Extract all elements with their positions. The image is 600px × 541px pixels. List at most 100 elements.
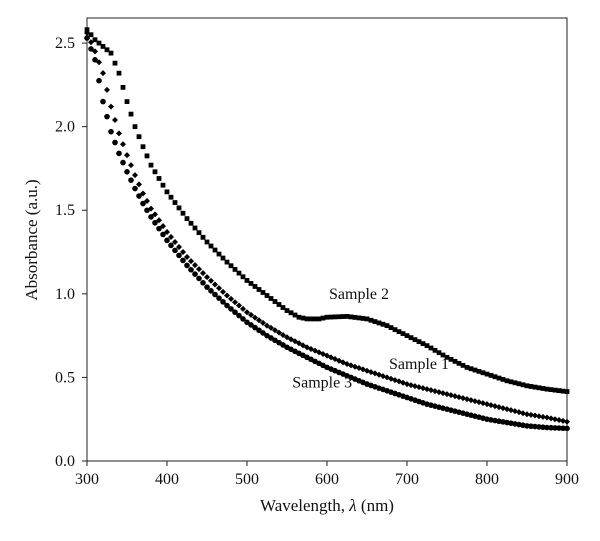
- data-point: [204, 284, 210, 290]
- data-point: [408, 335, 414, 341]
- data-point: [88, 46, 94, 52]
- data-point: [448, 356, 454, 362]
- x-tick-label: 300: [75, 471, 99, 488]
- data-point: [152, 169, 158, 175]
- data-point: [152, 219, 158, 226]
- data-point: [404, 333, 410, 339]
- data-point: [88, 39, 94, 46]
- data-point: [536, 385, 542, 391]
- data-point: [360, 316, 366, 321]
- data-point: [232, 299, 238, 306]
- data-point: [544, 386, 550, 392]
- data-point: [172, 200, 178, 205]
- data-point: [200, 279, 206, 286]
- data-point: [540, 413, 546, 420]
- data-point: [320, 315, 326, 321]
- data-point: [256, 317, 262, 324]
- series-sample-1: [84, 30, 570, 425]
- annotations: Sample 2 Sample 1 Sample 3: [292, 286, 449, 392]
- data-point: [236, 302, 242, 309]
- data-point: [532, 384, 538, 390]
- data-point: [104, 113, 110, 120]
- data-point: [180, 210, 186, 216]
- data-point: [248, 322, 254, 328]
- series-layer: [84, 27, 570, 432]
- data-point: [292, 312, 298, 318]
- data-point: [348, 314, 354, 320]
- data-point: [188, 266, 194, 273]
- y-tick-label: 2.0: [55, 119, 75, 136]
- data-point: [556, 425, 562, 431]
- data-point: [128, 111, 134, 117]
- data-point: [548, 424, 554, 431]
- data-point: [460, 362, 466, 368]
- x-tick-label: 900: [555, 471, 579, 488]
- data-point: [316, 316, 322, 322]
- data-point: [276, 329, 282, 336]
- data-point: [228, 295, 234, 302]
- data-point: [96, 77, 102, 84]
- data-point: [488, 373, 494, 378]
- data-point: [260, 319, 266, 326]
- data-point: [544, 414, 550, 421]
- data-point: [560, 388, 566, 394]
- data-point: [536, 424, 542, 430]
- data-point: [172, 239, 178, 246]
- data-point: [224, 302, 230, 309]
- data-point: [84, 27, 90, 33]
- data-point: [136, 134, 142, 140]
- data-point: [500, 377, 506, 382]
- data-point: [220, 288, 226, 295]
- data-point: [552, 387, 558, 393]
- series-label: Sample 3: [292, 374, 352, 391]
- data-point: [220, 299, 226, 305]
- data-point: [340, 314, 346, 319]
- x-axis-title: Wavelength, λ (nm): [260, 496, 394, 515]
- data-point: [524, 423, 530, 429]
- data-point: [252, 314, 258, 321]
- data-point: [92, 56, 98, 63]
- y-tick-label: 0.0: [55, 453, 75, 470]
- data-point: [484, 371, 490, 377]
- data-point: [124, 168, 130, 175]
- data-point: [160, 182, 166, 188]
- data-point: [468, 366, 474, 372]
- data-point: [180, 257, 186, 264]
- data-point: [480, 370, 486, 376]
- data-point: [264, 293, 270, 298]
- data-point: [236, 270, 242, 276]
- data-point: [144, 153, 150, 159]
- data-point: [256, 327, 262, 334]
- data-point: [248, 311, 254, 318]
- data-point: [160, 231, 166, 238]
- data-point: [296, 314, 302, 320]
- data-point: [256, 287, 262, 292]
- x-tick-label: 400: [155, 471, 179, 488]
- data-point: [492, 374, 498, 380]
- data-point: [124, 99, 130, 104]
- data-point: [384, 323, 390, 328]
- data-point: [436, 350, 442, 356]
- data-point: [548, 387, 554, 393]
- data-point: [196, 266, 202, 273]
- data-point: [288, 310, 294, 316]
- data-point: [516, 381, 522, 387]
- data-point: [184, 254, 190, 261]
- data-point: [236, 312, 242, 319]
- data-point: [428, 345, 434, 351]
- series-label: Sample 1: [389, 356, 449, 373]
- data-point: [216, 251, 222, 257]
- data-point: [248, 281, 254, 286]
- data-point: [252, 324, 258, 331]
- data-point: [208, 277, 214, 284]
- data-point: [336, 314, 342, 320]
- data-point: [240, 274, 246, 280]
- data-point: [112, 139, 118, 146]
- data-point: [512, 380, 518, 386]
- data-point: [144, 207, 150, 214]
- data-point: [240, 316, 246, 322]
- data-point: [204, 239, 210, 245]
- data-point: [300, 342, 306, 349]
- y-axis-ticks: 0.0 0.5 1.0 1.5 2.0 2.5: [55, 35, 87, 470]
- data-point: [496, 375, 502, 381]
